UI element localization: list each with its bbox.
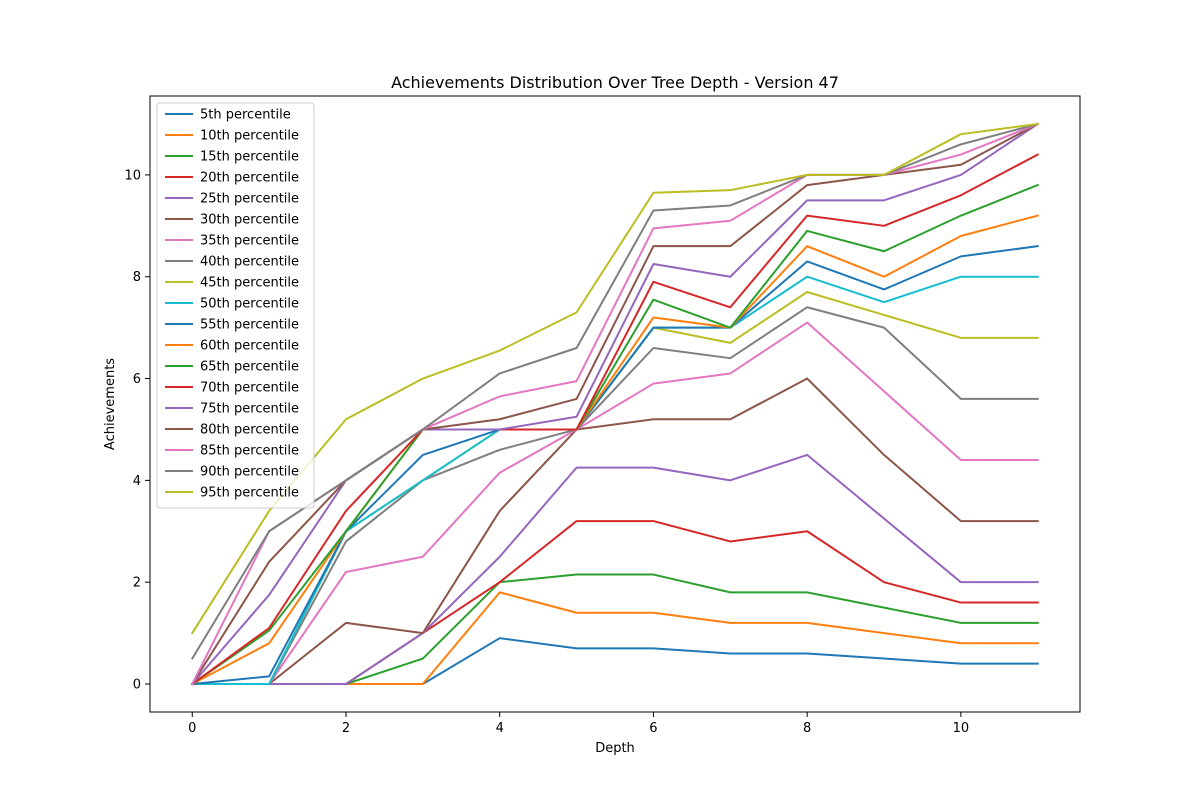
x-tick-label: 8 <box>803 721 811 736</box>
series-layer <box>190 122 1040 686</box>
series-line-80th-percentile <box>190 122 1040 686</box>
legend-label: 20th percentile <box>200 171 299 186</box>
y-tick-label: 4 <box>133 474 141 489</box>
legend-label: 25th percentile <box>200 192 299 207</box>
y-tick-label: 0 <box>133 678 141 693</box>
legend-label: 60th percentile <box>200 339 299 354</box>
x-tick-label: 6 <box>649 721 657 736</box>
y-tick-label: 2 <box>133 576 141 591</box>
x-tick-label: 0 <box>188 721 196 736</box>
series-line-95th-percentile <box>190 122 1039 635</box>
series-line-30th-percentile <box>191 377 1039 685</box>
x-tick-label: 2 <box>342 721 350 736</box>
legend-label: 75th percentile <box>200 402 299 417</box>
series-line-65th-percentile <box>190 183 1040 686</box>
series-line-25th-percentile <box>191 453 1039 685</box>
legend-label: 90th percentile <box>200 465 299 480</box>
x-axis-label: Depth <box>595 741 635 756</box>
legend-label: 40th percentile <box>200 255 299 270</box>
series-line-40th-percentile <box>191 306 1039 685</box>
legend-label: 85th percentile <box>200 444 299 459</box>
y-tick-label: 10 <box>124 168 141 183</box>
legend-label: 35th percentile <box>200 234 299 249</box>
legend-label: 30th percentile <box>200 213 299 228</box>
legend-label: 50th percentile <box>200 297 299 312</box>
series-line-60th-percentile <box>190 214 1039 686</box>
legend-label: 95th percentile <box>200 486 299 501</box>
x-axis: 0 2 4 6 8 10 <box>188 712 969 736</box>
series-line-55th-percentile <box>191 245 1039 686</box>
chart-title: Achievements Distribution Over Tree Dept… <box>391 73 839 92</box>
y-tick-label: 6 <box>133 372 141 387</box>
x-tick-label: 4 <box>496 721 504 736</box>
legend: 5th percentile 10th percentile 15th percen… <box>156 102 315 509</box>
legend-label: 65th percentile <box>200 360 299 375</box>
legend-label: 10th percentile <box>200 129 299 144</box>
legend-label: 45th percentile <box>200 276 299 291</box>
y-tick-label: 8 <box>133 270 141 285</box>
legend-label: 55th percentile <box>200 318 299 333</box>
legend-label: 15th percentile <box>200 150 299 165</box>
series-line-35th-percentile <box>191 321 1039 685</box>
legend-label: 80th percentile <box>200 423 299 438</box>
series-line-90th-percentile <box>190 122 1039 660</box>
legend-label: 5th percentile <box>200 108 291 123</box>
series-line-75th-percentile <box>190 122 1040 686</box>
y-axis: 0 2 4 6 8 10 <box>124 168 150 693</box>
y-axis-label: Achievements <box>103 358 118 450</box>
x-tick-label: 10 <box>953 721 970 736</box>
legend-label: 70th percentile <box>200 381 299 396</box>
plot-frame <box>149 95 1081 713</box>
series-line-70th-percentile <box>190 153 1040 686</box>
legend-box <box>156 102 315 509</box>
